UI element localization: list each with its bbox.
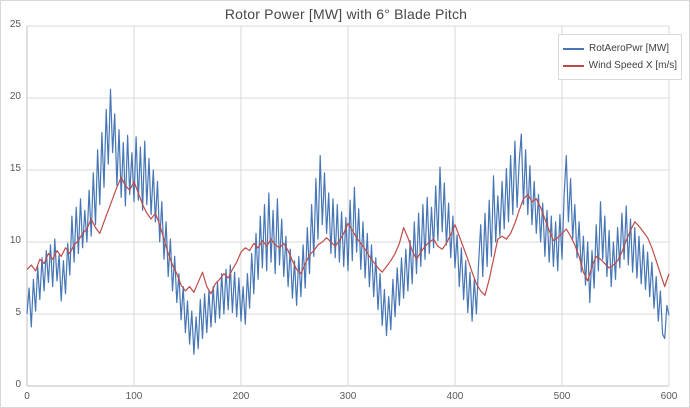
x-axis-tick-label: 100 xyxy=(125,391,143,402)
y-axis-tick-label: 20 xyxy=(9,91,21,102)
series-line-rotaeropwr-mw- xyxy=(26,88,670,355)
legend-item-windspeed: Wind Speed X [m/s] xyxy=(563,60,677,71)
x-axis-tick-label: 0 xyxy=(24,391,30,402)
chart-legend: RotAeroPwr [MW] Wind Speed X [m/s] xyxy=(558,34,682,80)
x-axis-tick-label: 600 xyxy=(660,391,678,402)
x-axis-tick-label: 200 xyxy=(232,391,250,402)
series-line-wind-speed-x-m-s- xyxy=(26,176,670,296)
y-axis-tick-label: 15 xyxy=(9,163,21,174)
legend-label: Wind Speed X [m/s] xyxy=(588,60,677,71)
y-axis-tick-label: 25 xyxy=(9,19,21,30)
legend-label: RotAeroPwr [MW] xyxy=(589,43,670,54)
x-axis-tick-label: 300 xyxy=(339,391,357,402)
x-axis-tick-label: 500 xyxy=(553,391,571,402)
blue-line-swatch-icon xyxy=(563,47,584,50)
y-axis-tick-label: 10 xyxy=(9,235,21,246)
y-axis-tick-label: 0 xyxy=(15,379,21,390)
chart-title: Rotor Power [MW] with 6° Blade Pitch xyxy=(224,6,468,22)
y-axis-tick-label: 5 xyxy=(15,307,21,318)
red-line-swatch-icon xyxy=(563,64,584,67)
legend-item-rotaeropwr: RotAeroPwr [MW] xyxy=(563,43,677,54)
x-axis-tick-label: 400 xyxy=(446,391,464,402)
